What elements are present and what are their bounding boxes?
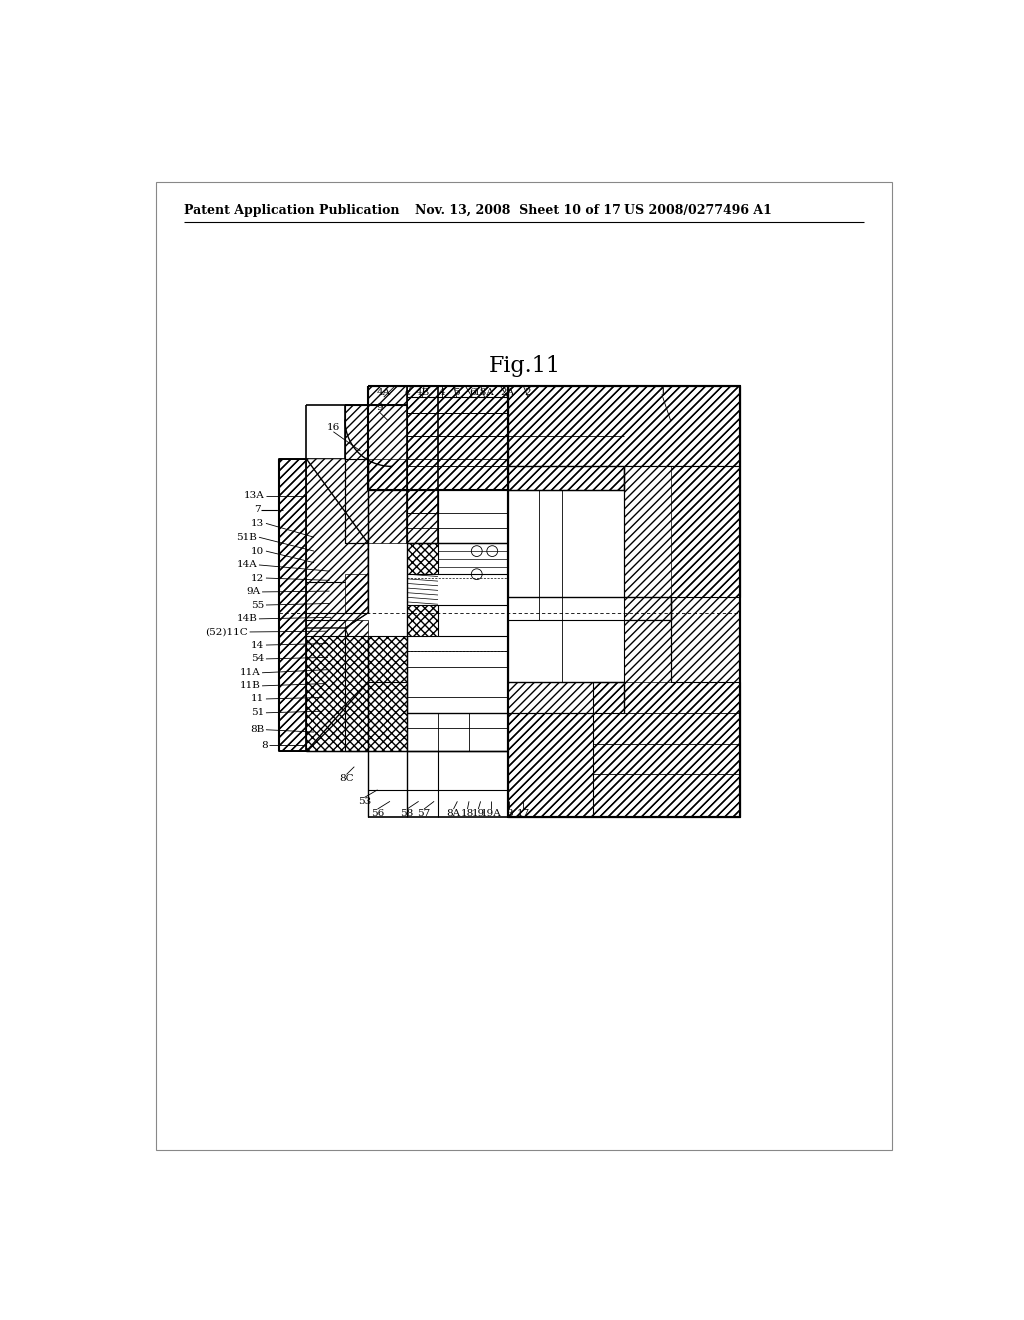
Text: 5: 5 (454, 388, 460, 397)
Text: 56: 56 (371, 809, 384, 818)
Text: 51B: 51B (237, 533, 257, 541)
Text: 8B: 8B (250, 725, 264, 734)
Polygon shape (306, 636, 407, 751)
Polygon shape (624, 466, 740, 620)
Text: c: c (404, 388, 410, 397)
Text: 7: 7 (254, 506, 260, 513)
Polygon shape (407, 490, 438, 544)
Text: 16: 16 (327, 422, 340, 432)
Text: 1: 1 (659, 388, 666, 397)
Text: Nov. 13, 2008  Sheet 10 of 17: Nov. 13, 2008 Sheet 10 of 17 (415, 205, 621, 218)
Text: 8C: 8C (339, 775, 354, 783)
Text: 19A: 19A (480, 809, 501, 818)
Polygon shape (306, 459, 369, 628)
Text: Fig.11: Fig.11 (488, 355, 561, 378)
Text: 4A: 4A (377, 388, 391, 397)
Text: 55: 55 (251, 601, 264, 610)
Text: 13: 13 (251, 519, 264, 528)
Text: 57: 57 (418, 809, 431, 818)
Polygon shape (306, 628, 369, 751)
Text: 54: 54 (251, 655, 264, 664)
Text: 13A: 13A (244, 491, 264, 500)
Text: 4: 4 (438, 388, 445, 397)
Text: 51: 51 (251, 709, 264, 717)
Text: 2A: 2A (501, 388, 515, 397)
Text: 18: 18 (461, 809, 474, 818)
Text: 11A: 11A (240, 668, 260, 677)
Text: 3: 3 (506, 809, 513, 818)
Polygon shape (508, 385, 740, 490)
Text: 14A: 14A (237, 561, 257, 569)
Text: 8: 8 (261, 741, 267, 750)
Text: 18A: 18A (474, 388, 495, 397)
Text: (52)11C: (52)11C (206, 627, 248, 636)
Text: US 2008/0277496 A1: US 2008/0277496 A1 (624, 205, 772, 218)
Text: 12: 12 (251, 574, 264, 582)
Text: 14B: 14B (237, 614, 257, 623)
Text: 17: 17 (517, 809, 529, 818)
Text: 11B: 11B (240, 681, 260, 690)
Text: 11: 11 (251, 694, 264, 704)
Text: 9A: 9A (247, 587, 260, 597)
Text: 10: 10 (251, 546, 264, 556)
Polygon shape (369, 385, 508, 512)
Text: 8A: 8A (446, 809, 461, 818)
Text: Patent Application Publication: Patent Application Publication (183, 205, 399, 218)
Text: 4B: 4B (416, 388, 430, 397)
Polygon shape (508, 620, 740, 817)
Text: 58: 58 (400, 809, 414, 818)
Text: 2: 2 (524, 388, 531, 397)
Text: 19: 19 (472, 809, 485, 818)
Polygon shape (345, 405, 407, 544)
Text: 6: 6 (469, 388, 475, 397)
Bar (508, 385, 740, 817)
Text: 9: 9 (377, 404, 383, 412)
Text: 14: 14 (251, 640, 264, 649)
Polygon shape (280, 459, 306, 751)
Text: 53: 53 (357, 797, 371, 807)
